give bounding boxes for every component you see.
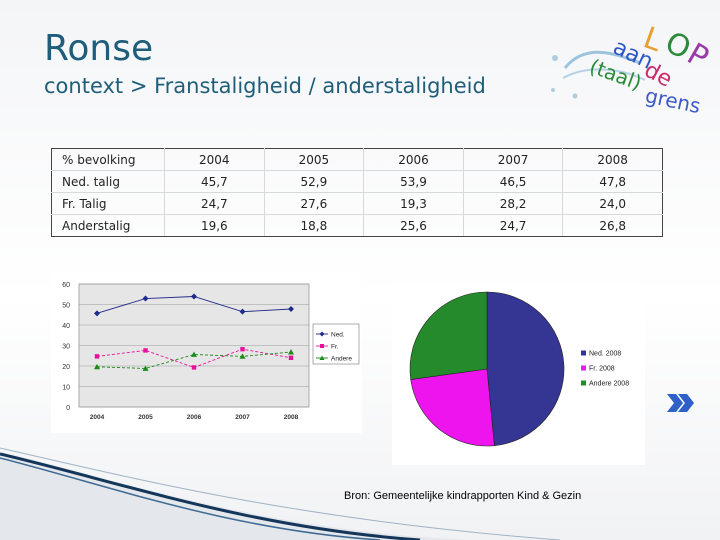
table-cell: Anderstalig <box>51 214 165 237</box>
source-note: Bron: Gemeentelijke kindrapporten Kind &… <box>344 490 582 502</box>
y-tick-label: 30 <box>62 344 70 351</box>
table-cell: Fr. Talig <box>51 192 165 215</box>
x-tick-label: 2007 <box>235 414 250 421</box>
pie-chart: Ned. 2008 Fr. 2008 Andere 2008 <box>409 291 629 447</box>
pie-slice <box>410 368 495 447</box>
y-tick-label: 10 <box>62 385 70 392</box>
slide-title: Ronse <box>44 28 154 69</box>
table-cell: 2008 <box>562 148 663 171</box>
legend-swatch <box>581 365 586 371</box>
table-cell: 45,7 <box>164 170 265 193</box>
table-cell: 24,7 <box>462 214 564 237</box>
data-point <box>191 365 197 370</box>
table-cell: 46,5 <box>462 170 564 193</box>
svg-text:grens: grens <box>643 83 703 118</box>
data-point <box>191 293 197 300</box>
table-cell: 25,6 <box>363 214 464 237</box>
table-row: Ned. talig 45,7 52,9 53,9 46,5 47,8 <box>51 170 663 193</box>
legend-label: Ned. 2008 <box>589 351 621 358</box>
legend-label: Ned. <box>331 332 345 339</box>
table-header-row: % bevolking 2004 2005 2006 2007 2008 <box>51 148 663 171</box>
x-tick-label: 2004 <box>90 414 105 421</box>
table-cell: 2004 <box>164 148 265 171</box>
data-point <box>288 355 294 360</box>
table-cell: 19,6 <box>164 214 265 237</box>
data-point <box>142 295 149 302</box>
legend-label: Fr. <box>331 344 339 351</box>
data-point <box>288 349 294 355</box>
pie-chart-panel: Ned. 2008 Fr. 2008 Andere 2008 <box>392 283 645 465</box>
table-cell: 47,8 <box>562 170 663 193</box>
table-cell: 24,7 <box>164 192 265 215</box>
y-tick-label: 40 <box>62 323 70 330</box>
legend-label: Andere 2008 <box>589 381 629 388</box>
data-point <box>94 354 100 359</box>
x-tick-label: 2008 <box>284 414 299 421</box>
legend-swatch <box>581 380 586 386</box>
y-tick-label: 20 <box>62 364 70 371</box>
table-cell: 26,8 <box>562 214 663 237</box>
x-tick-label: 2006 <box>187 414 202 421</box>
table-cell: 24,0 <box>562 192 663 215</box>
legend-marker <box>319 331 325 337</box>
pie-slice <box>409 291 488 380</box>
pie-slice <box>486 291 565 446</box>
table-row: Anderstalig 19,6 18,8 25,6 24,7 26,8 <box>51 214 663 237</box>
data-point <box>94 310 100 317</box>
y-tick-label: 60 <box>62 282 70 289</box>
table-cell: 28,2 <box>462 192 564 215</box>
table-row: Fr. Talig 24,7 27,6 19,3 28,2 24,0 <box>51 192 663 215</box>
series-line <box>96 351 292 369</box>
table-cell: 2005 <box>263 148 365 171</box>
slide-subtitle: context > Franstaligheid / anderstalighe… <box>44 74 486 98</box>
data-point <box>142 365 149 371</box>
table-cell: 18,8 <box>263 214 365 237</box>
table-cell: % bevolking <box>51 148 165 171</box>
data-point <box>143 348 148 353</box>
line-chart-panel: 0 10 20 30 40 50 60 2004 2005 2006 2007 2008 Ned. Fr.… <box>51 272 362 433</box>
data-point <box>239 353 246 359</box>
x-tick-label: 2005 <box>138 414 153 421</box>
table-cell: 27,6 <box>263 192 365 215</box>
population-table: % bevolking 2004 2005 2006 2007 2008 Ned… <box>51 148 663 237</box>
legend-marker <box>320 344 324 348</box>
y-tick-label: 0 <box>66 405 70 412</box>
legend-marker <box>319 355 325 360</box>
table-cell: 2006 <box>363 148 464 171</box>
table-cell: 2007 <box>462 148 564 171</box>
table-cell: 52,9 <box>263 170 365 193</box>
data-point <box>288 306 294 313</box>
legend-swatch <box>581 350 586 356</box>
line-chart: 0 10 20 30 40 50 60 2004 2005 2006 2007 2008 Ned. Fr.… <box>62 282 360 421</box>
y-tick-label: 50 <box>62 303 70 310</box>
legend-label: Fr. 2008 <box>589 366 615 373</box>
data-point <box>239 308 246 315</box>
table-cell: 19,3 <box>363 192 464 215</box>
table-cell: Ned. talig <box>51 170 165 193</box>
lop-logo: L O P aan de (taal) grens <box>551 20 714 118</box>
table-cell: 53,9 <box>363 170 464 193</box>
data-point <box>240 346 245 352</box>
decorative-swoosh <box>0 447 561 540</box>
next-slide-icon[interactable] <box>666 392 696 414</box>
legend-label: Andere <box>331 356 352 363</box>
data-point <box>191 351 197 357</box>
data-point <box>94 363 100 370</box>
